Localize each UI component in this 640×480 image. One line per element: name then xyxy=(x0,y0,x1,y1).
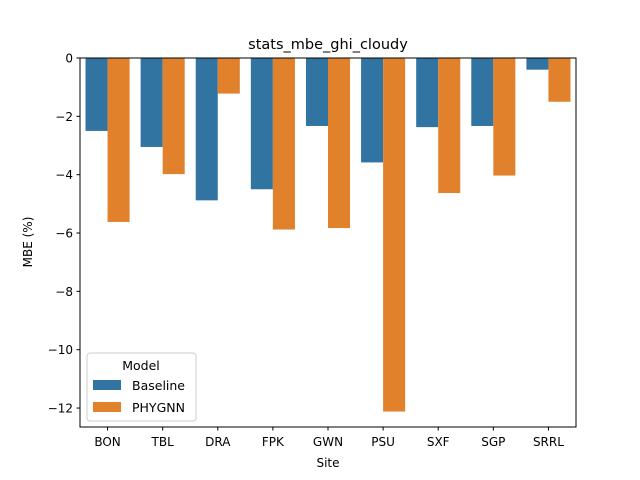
x-axis-label: Site xyxy=(316,456,339,470)
x-tick-label: BON xyxy=(94,435,120,449)
x-tick-label: GWN xyxy=(313,435,343,449)
legend-label-phygnn: PHYGNN xyxy=(132,400,185,415)
bar-phygnn-bon xyxy=(107,58,130,222)
y-tick-label: 0 xyxy=(65,52,73,66)
bar-baseline-bon xyxy=(85,58,108,131)
x-tick-label: TBL xyxy=(151,435,175,449)
chart-title: stats_mbe_ghi_cloudy xyxy=(248,37,408,53)
legend-swatch-baseline xyxy=(93,380,121,390)
bar-baseline-sgp xyxy=(471,58,494,126)
x-tick-label: SXF xyxy=(427,435,450,449)
bar-phygnn-sxf xyxy=(438,58,461,194)
legend: Model Baseline PHYGNN xyxy=(86,352,197,422)
bar-baseline-gwn xyxy=(305,58,328,126)
legend-title: Model xyxy=(122,358,160,373)
bar-baseline-dra xyxy=(195,58,218,201)
bar-baseline-tbl xyxy=(140,58,163,147)
bar-phygnn-gwn xyxy=(328,58,351,229)
y-tick-label: −4 xyxy=(55,168,73,182)
x-tick-label: SRRL xyxy=(533,435,564,449)
bar-baseline-srrl xyxy=(526,58,549,70)
y-tick-label: −10 xyxy=(48,343,73,357)
bar-phygnn-srrl xyxy=(548,58,571,102)
bar-phygnn-fpk xyxy=(272,58,295,230)
legend-label-baseline: Baseline xyxy=(132,378,185,393)
x-tick-label: DRA xyxy=(205,435,231,449)
bar-phygnn-sgp xyxy=(493,58,516,176)
y-tick-label: −12 xyxy=(48,402,73,416)
legend-swatch-phygnn xyxy=(93,402,121,412)
x-tick-label: FPK xyxy=(262,435,285,449)
x-tick-label: SGP xyxy=(481,435,505,449)
y-axis-ticks: 0 −2 −4 −6 −8 −10 −12 xyxy=(48,52,80,416)
bar-baseline-fpk xyxy=(250,58,273,190)
x-tick-label: PSU xyxy=(371,435,395,449)
bar-phygnn-tbl xyxy=(162,58,185,175)
x-axis-ticks: BON TBL DRA FPK GWN PSU SXF SGP SRRL xyxy=(94,427,564,449)
y-tick-label: −2 xyxy=(55,110,73,124)
y-tick-label: −8 xyxy=(55,285,73,299)
y-tick-label: −6 xyxy=(55,227,73,241)
bar-phygnn-psu xyxy=(383,58,406,412)
bar-phygnn-dra xyxy=(217,58,240,94)
y-axis-label: MBE (%) xyxy=(21,217,35,268)
bar-baseline-sxf xyxy=(416,58,439,128)
bars-group xyxy=(85,58,571,412)
plot-frame xyxy=(79,57,577,428)
bar-baseline-psu xyxy=(361,58,384,163)
